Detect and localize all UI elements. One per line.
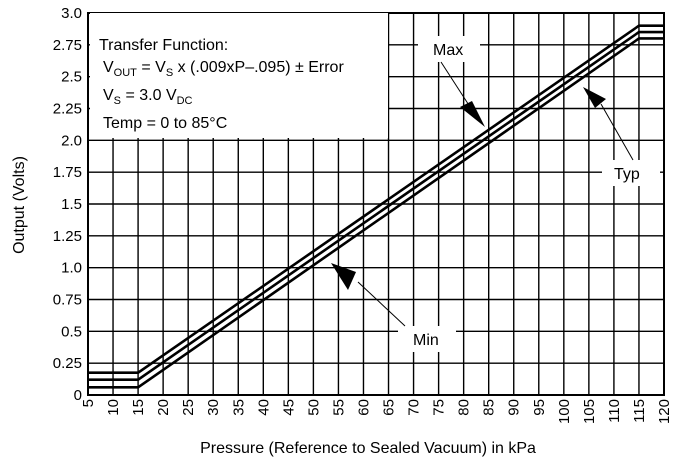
min-label: Min [413,332,439,349]
x-tick-label: 30 [205,399,222,416]
min-leader [357,281,406,327]
y-tick-label: 0.75 [53,292,82,309]
x-tick-label: 60 [355,399,372,416]
min-arrowhead [331,263,356,290]
y-tick-label: 0.25 [53,355,82,372]
y-tick-label: 0.5 [61,323,82,340]
x-tick-label: 115 [631,399,648,423]
x-tick-label: 25 [180,399,197,416]
y-tick-label: 1.75 [53,164,82,181]
tick-labels: 0 0.25 0.5 0.75 1.0 1.25 1.5 1.75 2.0 2.25 2.5 2.75… [53,5,673,424]
y-tick-label: 0 [74,387,82,404]
x-tick-label: 45 [280,399,297,416]
y-tick-label: 1.25 [53,228,82,245]
info-box-supply: VS = 3.0 VDC [103,87,193,107]
typ-arrowhead [583,87,606,108]
x-tick-label: 70 [406,399,423,416]
y-axis-label: Output (Volts) [11,156,28,254]
x-tick-label: 100 [556,399,573,424]
min-label-box [398,326,456,352]
x-tick-label: 65 [381,399,398,416]
x-tick-label: 35 [230,399,247,416]
y-tick-label: 2.0 [61,132,82,149]
y-tick-label: 2.25 [53,101,82,118]
typ-leader [600,103,634,161]
x-tick-label: 95 [531,399,548,416]
annotation-arrows [331,61,634,327]
max-label: Max [433,42,463,59]
x-tick-label: 20 [155,399,172,416]
transfer-function-box: Transfer Function: VOUT = VS x (.009xP–.… [90,13,388,138]
y-tick-label: 2.75 [53,37,82,54]
x-tick-label: 75 [431,399,448,416]
series-layer [88,24,664,389]
x-tick-label: 120 [656,399,673,424]
x-tick-label: 40 [255,399,272,416]
y-tick-label: 2.5 [61,69,82,86]
typ-label-box [602,160,660,186]
x-tick-label: 50 [305,399,322,416]
x-tick-label: 55 [330,399,347,416]
x-tick-label: 80 [456,399,473,416]
x-tick-label: 10 [105,399,122,416]
x-tick-label: 110 [606,399,623,423]
series-line-typ [88,30,664,382]
info-box-equation: VOUT = VS x (.009xP–.095) ± Error [103,59,344,79]
x-tick-label: 15 [130,399,147,416]
info-box-background [90,13,388,138]
info-box-title: Transfer Function: [99,37,228,54]
y-tick-label: 3.0 [61,5,82,22]
max-label-box [418,36,480,62]
series-line-max [88,24,664,375]
x-tick-label: 90 [506,399,523,416]
typ-label: Typ [614,166,640,183]
y-tick-label: 1.5 [61,196,82,213]
max-arrowhead [460,101,485,127]
x-tick-label: 85 [481,399,498,416]
x-tick-label: 105 [581,399,598,424]
x-axis-label: Pressure (Reference to Sealed Vacuum) in… [200,440,536,457]
y-tick-label: 1.0 [61,260,82,277]
info-box-temp: Temp = 0 to 85°C [103,115,227,132]
x-tick-label: 5 [80,399,97,407]
series-line-min [88,37,664,389]
